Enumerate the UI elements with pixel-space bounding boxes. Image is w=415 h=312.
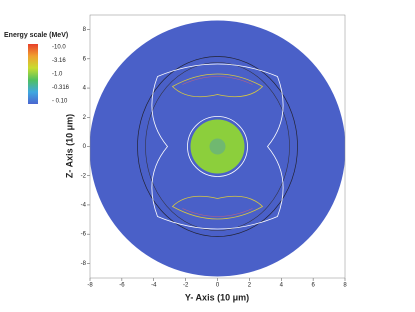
x-tick-label: -8: [87, 283, 93, 289]
x-tick-label: -4: [151, 283, 157, 289]
x-tick-label: 4: [280, 283, 284, 289]
core-halo: [187, 116, 248, 177]
y-axis-label: Z- Axis (10 μm): [64, 114, 74, 178]
lobe: [182, 208, 253, 217]
colorbar-tick-label: -1.0: [52, 72, 63, 78]
y-tick-label: 0: [83, 144, 87, 150]
colorbar-tick-label: -0.316: [52, 85, 70, 91]
y-tick-label: 2: [83, 115, 87, 121]
y-tick-label: 6: [83, 56, 87, 62]
contour: [145, 62, 290, 231]
plot-frame: [89, 14, 346, 279]
colorbar-tick-label: - 0.10: [52, 99, 68, 105]
colorbar-title: Energy scale (MeV): [4, 32, 68, 39]
x-tick-label: 2: [248, 283, 252, 289]
field: [90, 20, 345, 277]
x-tick-label: -6: [119, 283, 125, 289]
y-tick-label: -4: [81, 203, 87, 209]
x-tick-label: 0: [216, 283, 220, 289]
y-tick-label: 8: [83, 27, 87, 33]
lobe: [182, 76, 253, 85]
core-center: [209, 138, 226, 155]
lobe: [171, 73, 264, 98]
x-tick-label: 6: [311, 283, 315, 289]
x-tick-label: -2: [183, 283, 189, 289]
colorbar-tick-label: -3.16: [52, 58, 66, 64]
y-tick-label: -8: [81, 261, 87, 267]
x-tick-label: 8: [343, 283, 347, 289]
y-tick-label: -2: [81, 173, 87, 179]
y-tick-label: 4: [83, 86, 87, 92]
colorbar: [28, 44, 38, 104]
lobe: [171, 195, 264, 220]
contour: [137, 56, 298, 237]
y-tick-label: -6: [81, 232, 87, 238]
colorbar-tick-label: -10.0: [52, 45, 66, 51]
x-axis-label: Y- Axis (10 μm): [185, 292, 249, 302]
contour: [151, 63, 284, 230]
